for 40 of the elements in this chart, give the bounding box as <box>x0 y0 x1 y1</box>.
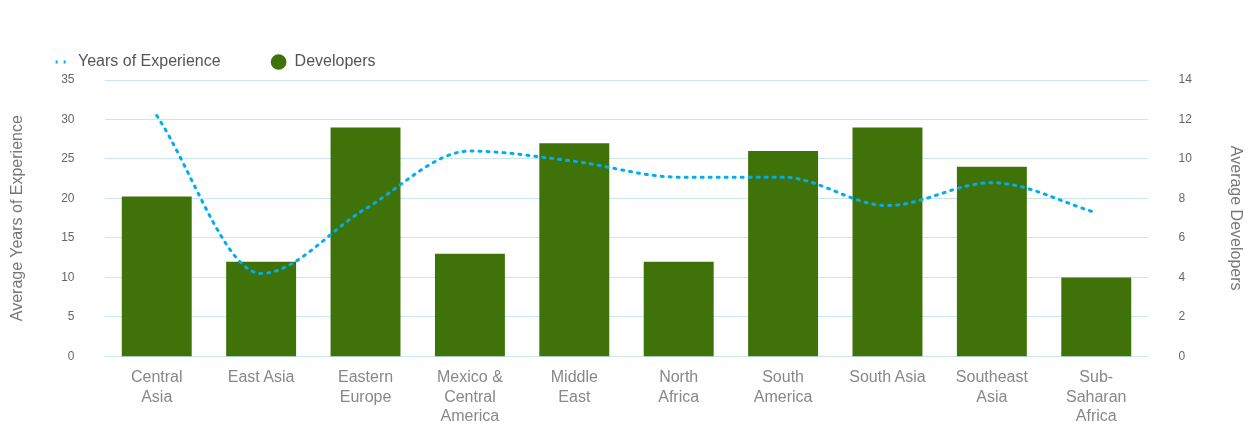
x-tick-label: North Africa <box>658 368 700 405</box>
x-tick-label: Mexico & Central America <box>437 368 504 424</box>
x-tick-label: East Asia <box>227 368 295 386</box>
y2-tick-label: 0 <box>1178 348 1186 363</box>
bar <box>121 196 192 357</box>
y-tick-label: 5 <box>67 309 75 324</box>
y-tick-label: 15 <box>61 230 75 245</box>
y-tick-label: 10 <box>61 269 75 284</box>
x-tick-label: South Asia <box>849 368 926 386</box>
y2-tick-label: 4 <box>1178 269 1186 284</box>
x-tick-label: Sub-Saharan Africa <box>1066 368 1127 424</box>
bar <box>539 143 610 357</box>
y-tick-label: 20 <box>61 190 75 205</box>
bar <box>852 127 923 357</box>
x-tick-label: Eastern Europe <box>337 368 394 405</box>
y-tick-label: 35 <box>61 72 75 87</box>
bar <box>956 166 1027 357</box>
bar <box>330 127 401 357</box>
y-tick-label: 25 <box>61 151 75 166</box>
y2-tick-label: 14 <box>1178 72 1193 87</box>
y2-axis-title: Average Developers <box>1227 145 1245 291</box>
y2-tick-label: 8 <box>1178 190 1186 205</box>
x-tick-label: South America <box>753 368 813 405</box>
bar <box>643 261 714 357</box>
y2-tick-label: 2 <box>1178 309 1186 324</box>
bar <box>226 261 297 357</box>
x-tick-label: Southeast Asia <box>955 368 1029 405</box>
bar <box>1061 277 1132 357</box>
legend-label: Developers <box>294 52 376 70</box>
y2-tick-label: 10 <box>1178 151 1193 166</box>
y-axis-title: Average Years of Experience <box>8 115 26 322</box>
bar <box>434 253 505 357</box>
y-tick-label: 30 <box>61 111 75 126</box>
bar <box>748 151 819 357</box>
x-tick-label: Central Asia <box>130 368 183 405</box>
y2-tick-label: 12 <box>1178 111 1193 126</box>
y2-tick-label: 6 <box>1178 230 1186 245</box>
y-tick-label: 0 <box>67 348 75 363</box>
x-tick-label: Middle East <box>550 368 598 405</box>
legend-label: Years of Experience <box>78 52 221 70</box>
